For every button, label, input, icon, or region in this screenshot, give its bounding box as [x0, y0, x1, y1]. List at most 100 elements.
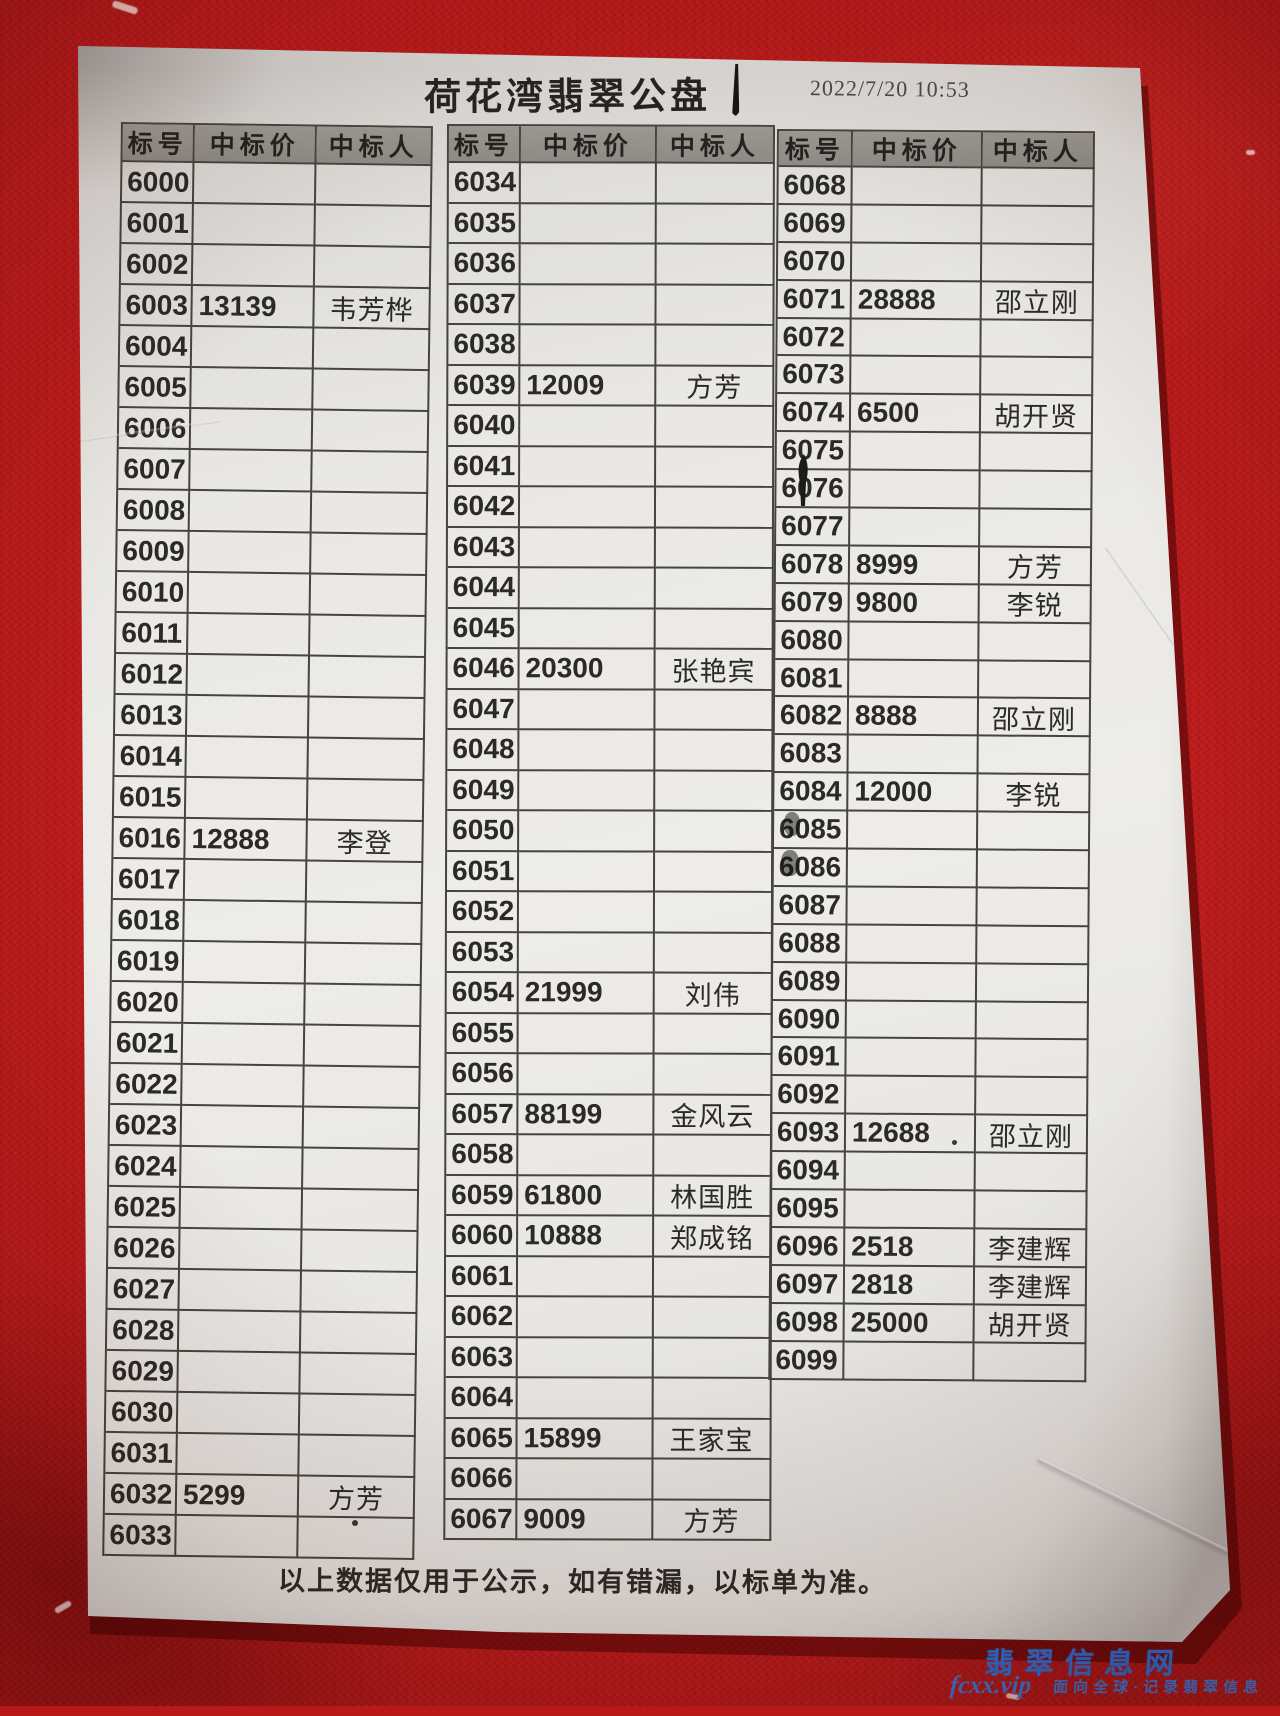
- bidder-cell: [299, 1435, 416, 1478]
- bidder-cell: [654, 933, 773, 974]
- bidder-cell: [976, 964, 1090, 1003]
- bidder-cell: [656, 204, 775, 245]
- bidder-cell: [654, 1014, 773, 1055]
- price-cell: [184, 900, 307, 944]
- price-cell: 12009: [520, 365, 657, 407]
- bidder-cell: 林国胜: [654, 1176, 773, 1217]
- bidder-cell: [655, 690, 774, 731]
- bidder-cell: [304, 1025, 422, 1069]
- bidder-cell: 李建辉: [974, 1267, 1088, 1306]
- price-cell: [518, 1054, 655, 1096]
- bidder-cell: [301, 1230, 419, 1273]
- lot-cell: 6030: [105, 1391, 179, 1434]
- bidder-cell: [655, 528, 774, 569]
- bidder-cell: [980, 509, 1093, 549]
- price-cell: [519, 770, 656, 812]
- lot-cell: 6084: [774, 773, 849, 812]
- ink-smudge: [781, 850, 799, 876]
- ink-smudge: [784, 812, 800, 836]
- lot-cell: 6096: [771, 1227, 846, 1267]
- bidder-cell: [653, 1257, 773, 1298]
- price-cell: [849, 622, 980, 662]
- bidder-cell: [305, 984, 422, 1028]
- lot-cell: 6034: [448, 163, 521, 204]
- price-cell: [517, 1378, 654, 1420]
- lot-cell: 6088: [773, 924, 848, 964]
- lot-cell: 6050: [447, 811, 520, 852]
- bidder-cell: [313, 328, 431, 372]
- lot-cell: 6063: [445, 1337, 518, 1379]
- page-title: 荷花湾翡翠公盘: [423, 76, 712, 119]
- price-cell: [844, 1342, 975, 1381]
- lot-cell: 6008: [117, 489, 191, 532]
- lot-cell: 6048: [447, 730, 520, 771]
- price-cell: [520, 325, 657, 367]
- price-cell: [845, 1152, 976, 1192]
- bidder-cell: [981, 319, 1094, 359]
- price-cell: [846, 1038, 977, 1078]
- lot-cell: 6020: [111, 981, 184, 1024]
- price-cell: [847, 925, 978, 965]
- lot-cell: 6099: [770, 1341, 845, 1381]
- price-cell: [182, 1023, 306, 1067]
- bidder-cell: [656, 285, 775, 326]
- lot-cell: 6070: [777, 242, 853, 282]
- lot-cell: 6015: [113, 776, 187, 819]
- price-cell: 25000: [844, 1304, 975, 1344]
- column-header: 中标价: [852, 131, 983, 169]
- lot-cell: 6058: [446, 1135, 519, 1176]
- price-cell: 5299: [176, 1474, 300, 1518]
- lot-cell: 6009: [117, 530, 190, 573]
- price-cell: [189, 490, 313, 534]
- price-cell: [177, 1433, 300, 1477]
- lot-cell: 6007: [118, 448, 191, 491]
- lot-cell: 6073: [777, 356, 852, 395]
- price-cell: [188, 613, 311, 657]
- lot-cell: 6045: [447, 608, 520, 650]
- bidder-cell: 胡开贤: [980, 395, 1094, 435]
- lot-cell: 6072: [777, 318, 852, 357]
- footer-note: 以上数据仅用于公示，如有错漏，以标单为准。: [277, 1565, 888, 1599]
- price-cell: [179, 1228, 303, 1272]
- lot-cell: 6069: [778, 204, 853, 244]
- bidder-cell: [313, 369, 430, 413]
- price-cell: 61800: [518, 1175, 655, 1217]
- lot-cell: 6016: [113, 817, 186, 860]
- lot-cell: 6025: [108, 1186, 182, 1229]
- bidder-cell: 刘伟: [654, 973, 773, 1015]
- price-cell: [517, 1459, 654, 1501]
- bidder-cell: [303, 1107, 421, 1150]
- price-cell: [851, 319, 982, 358]
- price-cell: [180, 1187, 304, 1231]
- price-cell: [189, 531, 312, 575]
- bidder-cell: 方芳: [298, 1476, 416, 1519]
- price-cell: [519, 608, 656, 650]
- lot-cell: 6033: [104, 1514, 177, 1557]
- bidder-cell: [654, 892, 773, 934]
- bidder-cell: [300, 1353, 417, 1396]
- lot-cell: 6064: [445, 1378, 518, 1419]
- lot-cell: 6062: [445, 1297, 518, 1338]
- price-cell: [190, 408, 314, 452]
- price-cell: [519, 487, 657, 529]
- price-cell: [177, 1392, 301, 1436]
- lot-cell: 6054: [446, 973, 519, 1014]
- price-cell: [178, 1351, 301, 1395]
- price-cell: [519, 730, 656, 772]
- column-header: 标号: [778, 131, 853, 168]
- ink-dot: [952, 1140, 957, 1145]
- bidder-cell: [979, 623, 1092, 662]
- price-cell: 9009: [517, 1499, 654, 1541]
- lot-cell: 6091: [772, 1038, 847, 1077]
- bidder-cell: [314, 246, 432, 290]
- price-cell: [520, 284, 657, 326]
- lot-cell: 6065: [445, 1418, 518, 1460]
- bidder-cell: [315, 205, 432, 249]
- lot-cell: 6097: [770, 1265, 846, 1305]
- bidder-cell: [308, 738, 425, 782]
- bidder-cell: [308, 697, 426, 741]
- price-cell: 21999: [518, 973, 655, 1015]
- price-cell: [519, 689, 656, 731]
- lot-cell: 6055: [446, 1013, 519, 1055]
- lot-cell: 6067: [445, 1499, 518, 1541]
